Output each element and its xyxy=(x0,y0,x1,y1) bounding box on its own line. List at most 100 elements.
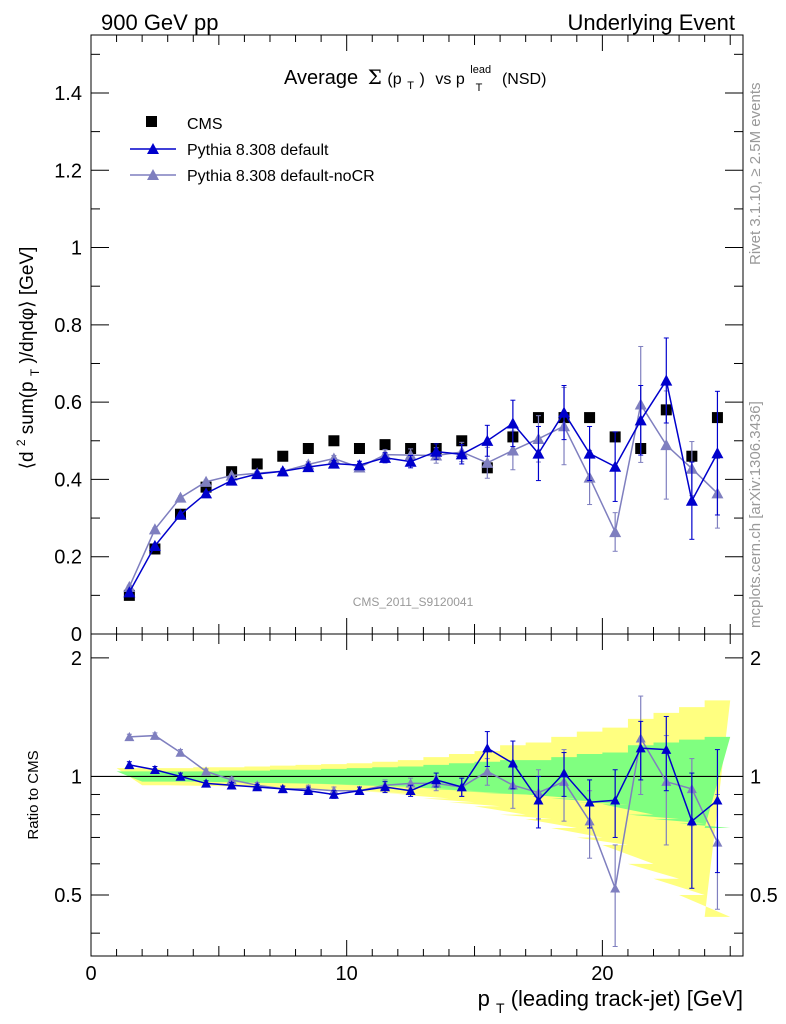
cms-point xyxy=(456,435,468,447)
cms-point xyxy=(353,443,365,455)
pythia-default-point xyxy=(660,374,673,386)
pythia-default-ratio-point xyxy=(482,743,493,753)
pythia-nocr-line xyxy=(128,402,718,588)
pythia-default-point xyxy=(251,468,264,480)
pythia-default-ratio-point xyxy=(354,785,365,795)
pythia-nocr-point xyxy=(200,475,213,487)
pythia-default-point xyxy=(532,447,545,459)
ratio-axis-ticks xyxy=(90,634,743,956)
xlabel-p: p xyxy=(478,986,490,1011)
main-y-tick-label: 0.6 xyxy=(54,392,82,414)
main-y-tick-labels: 0 0.2 0.4 0.6 0.8 1 1.2 1.4 xyxy=(54,83,82,646)
main-title: Average Σ (p T ) vs p lead T (NSD) xyxy=(284,56,546,96)
ratio-panel: 0.5 0.5 1 1 2 2 0 10 20 xyxy=(54,633,778,985)
pythia-nocr-ratio-point xyxy=(201,766,212,776)
pythia-default-point xyxy=(123,586,136,598)
pythia-default-point xyxy=(276,465,289,477)
pythia-default-ratio-point xyxy=(252,782,263,792)
ratio-frame xyxy=(90,633,744,957)
pythia-nocr-point xyxy=(174,491,187,503)
pythia-default-point xyxy=(455,448,468,460)
x-tick-label: 0 xyxy=(85,963,96,985)
legend: CMS Pythia 8.308 default Pythia 8.308 de… xyxy=(130,116,375,185)
pythia-default-point xyxy=(506,417,519,429)
pythia-default-point xyxy=(225,474,238,486)
main-panel: 0 0.2 0.4 0.6 0.8 1 1.2 1.4 CMS_2011_S9120041 xyxy=(54,34,744,646)
pythia-default-ratio-point xyxy=(584,797,595,807)
ratio-bands xyxy=(116,700,731,917)
pythia-default-point xyxy=(558,406,571,418)
main-y-tick-label: 0.4 xyxy=(54,469,82,491)
legend-label-default: Pythia 8.308 default xyxy=(187,142,329,159)
cms-point xyxy=(277,450,289,462)
pythia-nocr-ratio-point xyxy=(610,883,621,893)
pythia-default-ratio-point xyxy=(303,785,314,795)
ylabel-d: T xyxy=(28,368,42,376)
x-tick-labels: 0 10 20 xyxy=(85,963,613,985)
pythia-default-point xyxy=(148,539,161,551)
ratio-y-tick-label-right: 0.5 xyxy=(750,885,778,907)
pythia-nocr-point xyxy=(404,449,417,461)
pythia-default-point xyxy=(327,457,340,469)
xlabel-rest: (leading track-jet) [GeV] xyxy=(511,986,743,1011)
pythia-default-ratio-point xyxy=(507,758,518,768)
ratio-y-tick-label: 0.5 xyxy=(54,885,82,907)
pythia-default-point xyxy=(685,494,698,506)
pythia-default-point xyxy=(379,451,392,463)
title-prefix: Average xyxy=(284,67,358,89)
pythia-default-point xyxy=(302,461,315,473)
main-y-tick-label: 1.4 xyxy=(54,83,82,105)
series-pythia-default xyxy=(123,337,724,598)
pythia-default-line xyxy=(128,378,719,593)
pythia-default-ratio-point xyxy=(277,783,288,794)
pythia-nocr-ratio-point xyxy=(226,774,237,785)
main-y-axis-label: ⟨d 2 sum(p T )/dηdφ⟩ [GeV] xyxy=(9,247,44,470)
legend-label-nocr: Pythia 8.308 default-noCR xyxy=(187,168,375,185)
ylabel-c: sum(p xyxy=(17,381,38,434)
cms-point xyxy=(379,439,391,451)
pythia-default-ratio-point xyxy=(405,785,416,795)
header-right: Underlying Event xyxy=(567,10,735,35)
legend-marker-default xyxy=(147,143,159,154)
legend-label-cms: CMS xyxy=(187,116,223,133)
pythia-default-ratio-point xyxy=(124,759,135,770)
pythia-default-point xyxy=(634,414,647,426)
pythia-default-ratio-point xyxy=(226,780,237,790)
title-arg-sub: T xyxy=(407,80,414,92)
ratio-series xyxy=(124,695,723,947)
pythia-nocr-point xyxy=(481,456,494,468)
main-y-tick-label: 1.2 xyxy=(54,160,82,182)
pythia-default-ratio-point xyxy=(712,795,723,805)
legend-marker-nocr xyxy=(147,169,159,180)
pythia-default-ratio-line xyxy=(129,747,718,823)
title-close: ) xyxy=(420,71,425,88)
x-tick-label: 10 xyxy=(336,963,358,985)
title-post: (NSD) xyxy=(502,71,546,88)
pythia-default-ratio-point xyxy=(149,764,160,774)
cms-point xyxy=(251,458,263,470)
main-series xyxy=(123,337,724,601)
xlabel-sub: T xyxy=(496,1000,505,1016)
pythia-default-point xyxy=(609,460,622,472)
pythia-default-point xyxy=(481,434,494,446)
main-y-tick-label: 1 xyxy=(71,238,82,260)
title-vs: vs p xyxy=(435,71,464,88)
pythia-nocr-ratio-point xyxy=(124,731,135,742)
ratio-y-tick-label-right: 1 xyxy=(750,766,761,788)
ylabel-a: ⟨d xyxy=(17,451,38,469)
pythia-default-ratio-point xyxy=(533,795,544,805)
analysis-watermark: CMS_2011_S9120041 xyxy=(353,595,474,609)
pythia-default-ratio-point xyxy=(175,771,186,781)
pythia-nocr-ratio-point xyxy=(175,747,186,757)
pythia-nocr-point xyxy=(609,525,622,538)
pythia-default-ratio-point xyxy=(686,816,697,826)
pythia-nocr-point xyxy=(148,523,161,535)
pythia-default-ratio-point xyxy=(431,774,442,785)
ratio-y-tick-label-right: 2 xyxy=(750,648,761,670)
cms-point xyxy=(302,443,314,455)
pythia-default-ratio-point xyxy=(559,768,570,778)
ratio-band-inner xyxy=(116,736,731,828)
rivet-label: Rivet 3.1.10, ≥ 2.5M events xyxy=(747,83,764,266)
title-sub: T xyxy=(476,82,483,94)
